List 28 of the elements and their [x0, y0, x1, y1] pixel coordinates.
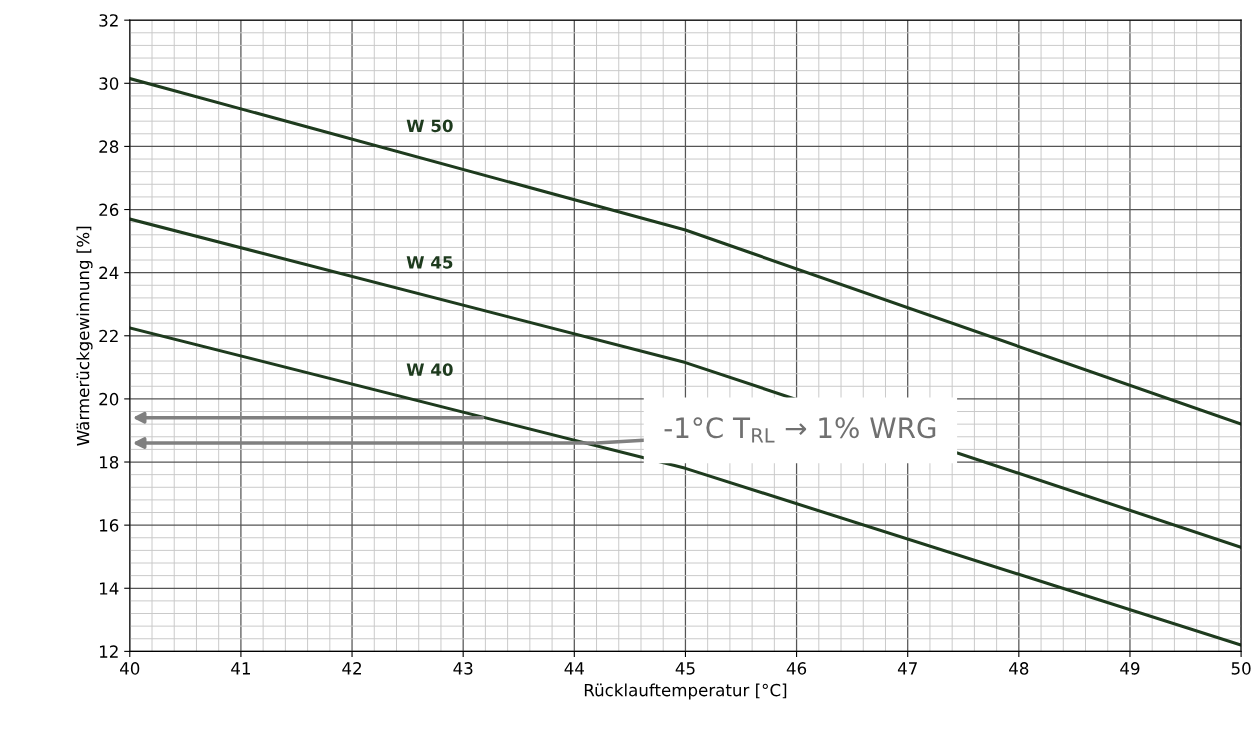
y-tick-label: 12 — [99, 645, 118, 658]
x-tick-label: 43 — [453, 662, 473, 675]
y-tick-label: 16 — [99, 519, 119, 532]
x-tick-label: 44 — [564, 662, 584, 675]
y-tick-label: 28 — [99, 140, 119, 153]
y-tick-label: 20 — [99, 392, 119, 406]
x-tick-label: 49 — [1120, 662, 1140, 675]
y-tick-label: 14 — [99, 582, 119, 595]
y-axis-title: Wärmerückgewinnung [%] — [76, 226, 93, 446]
x-tick-label: 41 — [231, 662, 250, 675]
series-label: W 50 — [406, 119, 453, 133]
x-tick-label: 48 — [1009, 662, 1029, 675]
series-label: W 40 — [406, 363, 453, 376]
annotation: -1°C T$_{RL}$ → 1% WRG — [664, 417, 936, 443]
x-tick-label: 45 — [675, 662, 695, 675]
x-tick-label: 42 — [342, 662, 361, 675]
x-tick-label: 50 — [1231, 662, 1251, 675]
y-tick-label: 18 — [99, 455, 119, 469]
x-tick-label: 47 — [897, 662, 917, 675]
y-tick-label: 26 — [99, 203, 119, 217]
y-tick-label: 32 — [99, 14, 118, 27]
series-label: W 45 — [406, 256, 453, 269]
y-tick-label: 22 — [99, 329, 118, 343]
x-axis-title: Rücklauftemperatur [°C] — [584, 683, 787, 700]
y-tick-label: 30 — [99, 77, 119, 90]
x-tick-label: 46 — [786, 662, 807, 675]
x-tick-label: 40 — [119, 662, 140, 675]
y-tick-label: 24 — [99, 266, 119, 279]
